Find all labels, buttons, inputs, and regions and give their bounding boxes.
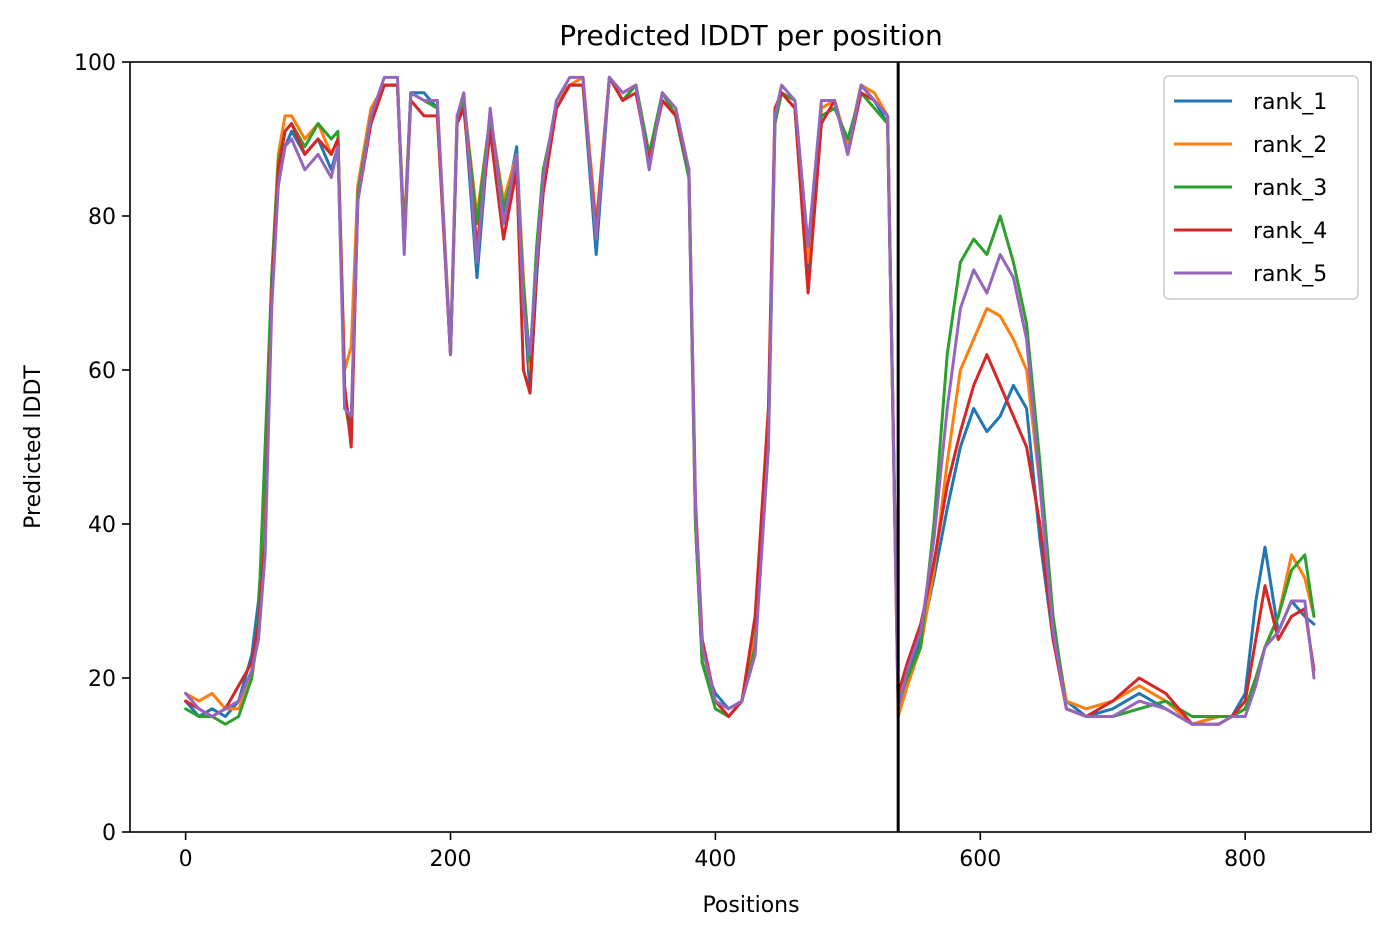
x-tick-label: 0	[179, 847, 193, 872]
y-tick-label: 0	[102, 821, 116, 846]
x-tick-label: 800	[1224, 847, 1266, 872]
y-tick-label: 80	[88, 205, 116, 230]
y-axis-title: Predicted lDDT	[21, 365, 46, 529]
y-tick-label: 40	[88, 513, 116, 538]
series-layer	[184, 75, 1316, 726]
x-tick-label: 400	[694, 847, 736, 872]
y-tick-label: 60	[88, 359, 116, 384]
legend-label-rank_4: rank_4	[1253, 219, 1327, 244]
x-axis-title: Positions	[702, 893, 799, 918]
legend-label-rank_3: rank_3	[1253, 176, 1327, 201]
legend-label-rank_1: rank_1	[1253, 90, 1327, 115]
x-axis: 0 200 400 600 800	[179, 832, 1266, 872]
y-tick-label: 100	[74, 51, 116, 76]
series-line-rank_5	[184, 75, 1316, 726]
x-tick-label: 200	[430, 847, 472, 872]
y-tick-label: 20	[88, 667, 116, 692]
plot-frame	[129, 61, 1372, 833]
x-tick-label: 600	[959, 847, 1001, 872]
y-axis: 0 20 40 60 80 100	[74, 51, 130, 846]
chart-title: Predicted lDDT per position	[559, 19, 943, 52]
legend-label-rank_2: rank_2	[1253, 133, 1327, 158]
legend-label-rank_5: rank_5	[1253, 262, 1327, 287]
legend: rank_1 rank_2 rank_3 rank_4 rank_5	[1163, 75, 1359, 300]
legend-box	[1163, 75, 1359, 300]
